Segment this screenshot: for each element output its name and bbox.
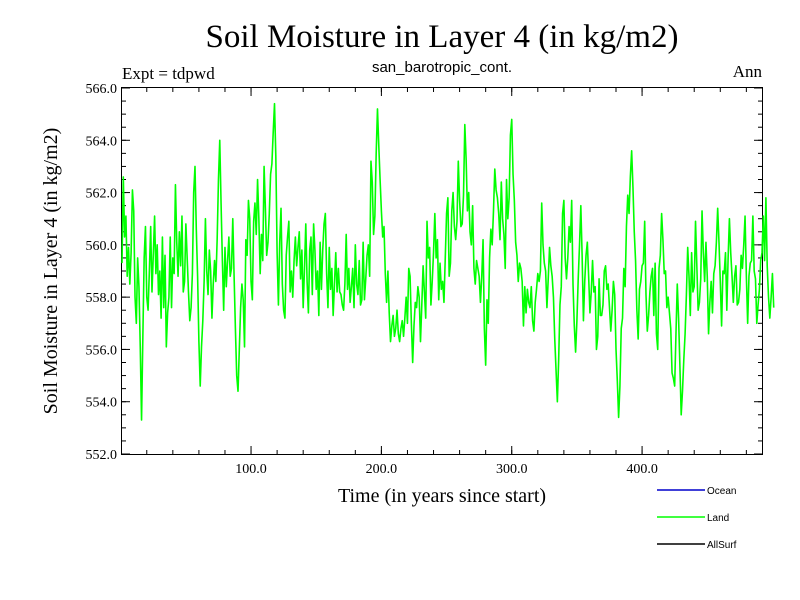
chart-title: Soil Moisture in Layer 4 (in kg/m2) [206, 19, 679, 55]
x-tick-label: 200.0 [366, 462, 398, 477]
legend: Ocean Land AllSurf [657, 486, 737, 551]
y-axis-ticks: 552.0 554.0 556.0 558.0 560.0 562.0 564.0 566.0 [86, 82, 762, 463]
plot-frame [121, 87, 763, 455]
legend-label-ocean: Ocean [707, 486, 736, 497]
y-tick-label: 562.0 [86, 187, 118, 202]
y-axis-label: Soil Moisture in Layer 4 (in kg/m2) [40, 128, 62, 415]
y-tick-label: 566.0 [86, 82, 118, 97]
minor-ticks [122, 87, 762, 455]
x-tick-label: 300.0 [496, 462, 528, 477]
x-axis-ticks: 100.0 200.0 300.0 400.0 [235, 88, 658, 477]
plot-area: 100.0 200.0 300.0 400.0 552.0 554.0 556.0 558.… [86, 82, 775, 477]
series-line-land [121, 102, 775, 421]
chart-subtitle: san_barotropic_cont. [372, 59, 512, 76]
y-tick-label: 560.0 [86, 239, 118, 254]
season-label: Ann [733, 62, 763, 81]
y-tick-label: 554.0 [86, 396, 118, 411]
y-tick-label: 558.0 [86, 291, 118, 306]
x-tick-label: 100.0 [235, 462, 267, 477]
x-axis-label: Time (in years since start) [338, 485, 546, 507]
legend-label-land: Land [707, 513, 729, 524]
series-layer [121, 102, 775, 421]
y-tick-label: 556.0 [86, 343, 118, 358]
legend-label-allsurf: AllSurf [707, 540, 737, 551]
y-tick-label: 552.0 [86, 448, 118, 463]
experiment-label: Expt = tdpwd [122, 64, 215, 83]
x-tick-label: 400.0 [626, 462, 658, 477]
y-tick-label: 564.0 [86, 134, 118, 149]
